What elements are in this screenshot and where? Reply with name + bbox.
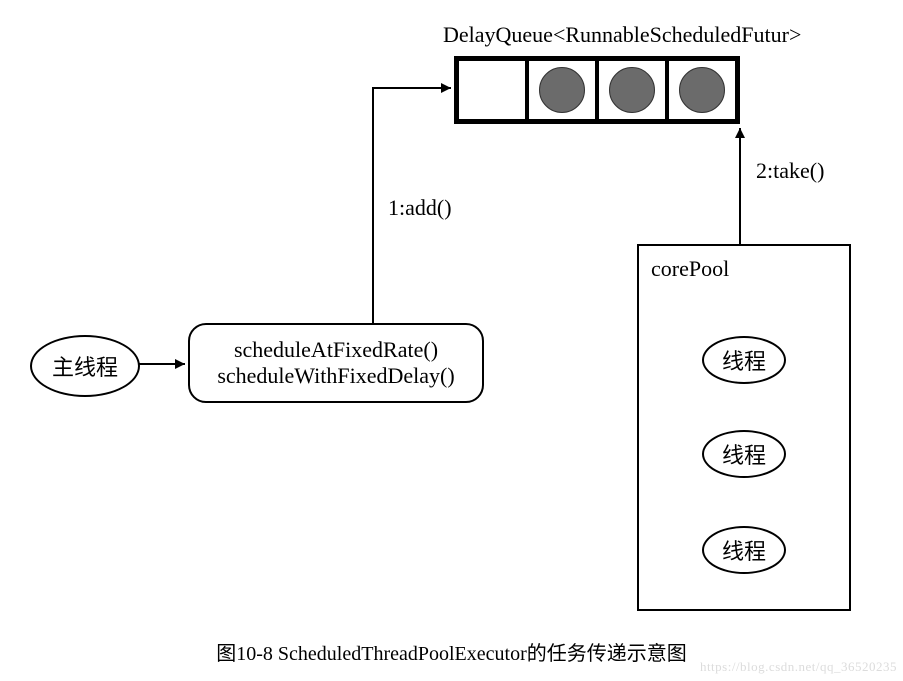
thread-node-2: 线程 (702, 526, 786, 574)
edge-label-add: 1:add() (388, 195, 452, 221)
method-line-1: scheduleAtFixedRate() (208, 337, 464, 363)
queue-cell-0 (457, 59, 527, 121)
thread-label: 线程 (722, 534, 766, 566)
queue-cell-1 (527, 59, 597, 121)
thread-node-1: 线程 (702, 430, 786, 478)
queue-title: DelayQueue<RunnableScheduledFutur> (443, 22, 801, 48)
queue-cell-3 (667, 59, 737, 121)
method-line-2: scheduleWithFixedDelay() (208, 363, 464, 389)
thread-label: 线程 (722, 438, 766, 470)
schedule-methods-box: scheduleAtFixedRate() scheduleWithFixedD… (188, 323, 484, 403)
task-icon (539, 67, 585, 113)
task-icon (609, 67, 655, 113)
main-thread-label: 主线程 (52, 350, 118, 382)
thread-label: 线程 (722, 344, 766, 376)
task-icon (679, 67, 725, 113)
core-pool-label: corePool (651, 256, 729, 282)
watermark: https://blog.csdn.net/qq_36520235 (700, 659, 897, 675)
queue-cell-2 (597, 59, 667, 121)
delay-queue (454, 56, 740, 124)
thread-node-0: 线程 (702, 336, 786, 384)
main-thread-node: 主线程 (30, 335, 140, 397)
edge-label-take: 2:take() (756, 158, 824, 184)
